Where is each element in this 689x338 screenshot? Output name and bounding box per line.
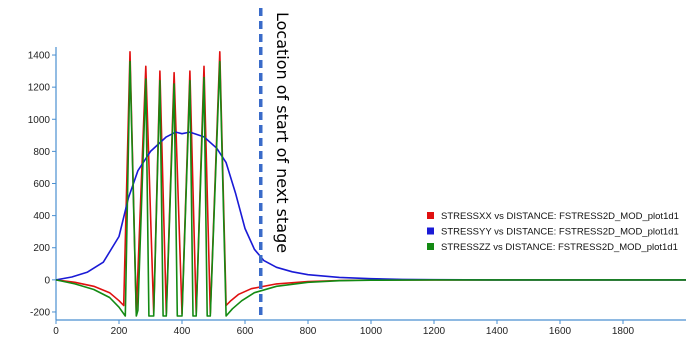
annotation-label: Location of start of next stage [273,12,292,253]
y-tick-label: 0 [44,275,50,286]
y-tick-label: 800 [33,147,50,158]
y-tick-label: 1400 [28,51,51,62]
x-tick-label: 600 [237,326,254,337]
legend-label-3: STRESSZZ vs DISTANCE: FSTRESS2D_MOD_plot… [441,242,678,253]
annotation-layer: Location of start of next stage [259,8,292,320]
legend: STRESSXX vs DISTANCE: FSTRESS2D_MOD_plot… [427,211,679,253]
y-tick-label: 1000 [28,115,51,126]
x-tick-label: 1000 [360,326,383,337]
series-layer [55,51,686,317]
y-tick-label: 400 [33,211,50,222]
y-tick-label: 1200 [28,83,51,94]
legend-label-2: STRESSYY vs DISTANCE: FSTRESS2D_MOD_plot… [441,227,679,238]
legend-swatch-3 [427,243,434,250]
x-tick-label: 1400 [486,326,509,337]
x-tick-label: 1800 [612,326,635,337]
x-tick-label: 1200 [423,326,446,337]
y-tick-label: -200 [30,307,50,318]
legend-swatch-2 [427,227,434,235]
legend-swatch-1 [427,212,434,219]
x-tick-label: 0 [53,326,59,337]
legend-label-1: STRESSXX vs DISTANCE: FSTRESS2D_MOD_plot… [441,211,679,222]
series-line-1 [55,51,686,315]
x-tick-label: 1600 [549,326,572,337]
y-tick-label: 600 [33,179,50,190]
x-tick-label: 200 [111,326,128,337]
x-tick-label: 800 [300,326,317,337]
y-tick-label: 200 [33,243,50,254]
x-tick-label: 400 [174,326,191,337]
series-line-3 [55,60,686,317]
